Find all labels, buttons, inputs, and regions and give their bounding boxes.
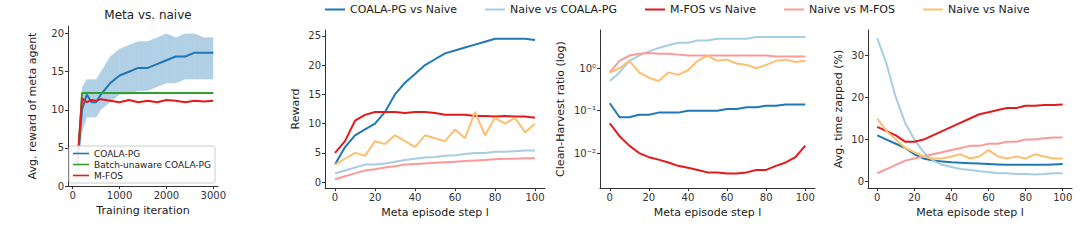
svg-text:10: 10: [51, 104, 64, 115]
svg-text:10⁰: 10⁰: [579, 63, 596, 74]
svg-text:2000: 2000: [154, 190, 179, 201]
svg-text:20: 20: [908, 192, 921, 203]
svg-text:Meta episode step l: Meta episode step l: [654, 206, 762, 219]
svg-text:1000: 1000: [107, 190, 132, 201]
svg-text:0: 0: [332, 192, 338, 203]
svg-text:60: 60: [721, 192, 734, 203]
svg-text:15: 15: [51, 66, 64, 77]
svg-text:Naive vs COALA-PG: Naive vs COALA-PG: [510, 3, 617, 16]
svg-text:Batch-unaware COALA-PG: Batch-unaware COALA-PG: [94, 160, 211, 170]
svg-text:0: 0: [70, 190, 76, 201]
svg-text:20: 20: [369, 192, 382, 203]
svg-text:M-FOS vs Naive: M-FOS vs Naive: [670, 3, 756, 16]
svg-text:20: 20: [851, 92, 864, 103]
svg-text:0: 0: [874, 192, 880, 203]
svg-text:Meta vs. naive: Meta vs. naive: [104, 8, 191, 22]
svg-text:40: 40: [409, 192, 422, 203]
svg-text:40: 40: [945, 192, 958, 203]
svg-text:100: 100: [1053, 192, 1072, 203]
svg-text:10: 10: [308, 118, 321, 129]
svg-text:Training iteration: Training iteration: [95, 204, 189, 217]
svg-text:20: 20: [51, 28, 64, 39]
svg-text:40: 40: [682, 192, 695, 203]
svg-text:10: 10: [851, 134, 864, 145]
svg-text:15: 15: [308, 89, 321, 100]
svg-text:60: 60: [982, 192, 995, 203]
svg-text:M-FOS: M-FOS: [94, 171, 123, 181]
svg-text:30: 30: [851, 50, 864, 61]
svg-text:0: 0: [607, 192, 613, 203]
svg-text:0: 0: [58, 181, 64, 192]
svg-text:Naive vs M-FOS: Naive vs M-FOS: [809, 3, 895, 16]
svg-text:Clean-Harvest ratio (log): Clean-Harvest ratio (log): [554, 41, 567, 177]
svg-text:10⁻²: 10⁻²: [574, 148, 596, 159]
svg-text:Naive vs Naive: Naive vs Naive: [948, 3, 1030, 16]
svg-text:60: 60: [449, 192, 462, 203]
svg-text:3000: 3000: [201, 190, 226, 201]
svg-text:5: 5: [58, 142, 64, 153]
svg-text:Meta episode step l: Meta episode step l: [916, 206, 1024, 219]
svg-text:80: 80: [489, 192, 502, 203]
svg-text:0: 0: [315, 177, 321, 188]
svg-text:10⁻¹: 10⁻¹: [574, 105, 596, 116]
svg-text:20: 20: [642, 192, 655, 203]
svg-text:Reward: Reward: [289, 89, 302, 130]
svg-text:100: 100: [525, 192, 544, 203]
svg-text:COALA-PG: COALA-PG: [94, 149, 140, 159]
svg-text:Meta episode step l: Meta episode step l: [381, 206, 489, 219]
svg-text:25: 25: [308, 30, 321, 41]
svg-text:100: 100: [796, 192, 815, 203]
svg-text:80: 80: [1019, 192, 1032, 203]
svg-text:5: 5: [315, 147, 321, 158]
svg-text:Avg. time zapped (%): Avg. time zapped (%): [832, 50, 845, 168]
svg-text:Avg. reward of meta agent: Avg. reward of meta agent: [26, 32, 39, 180]
svg-text:COALA-PG vs Naive: COALA-PG vs Naive: [350, 3, 457, 16]
svg-text:0: 0: [858, 176, 864, 187]
svg-text:20: 20: [308, 60, 321, 71]
svg-text:80: 80: [760, 192, 773, 203]
